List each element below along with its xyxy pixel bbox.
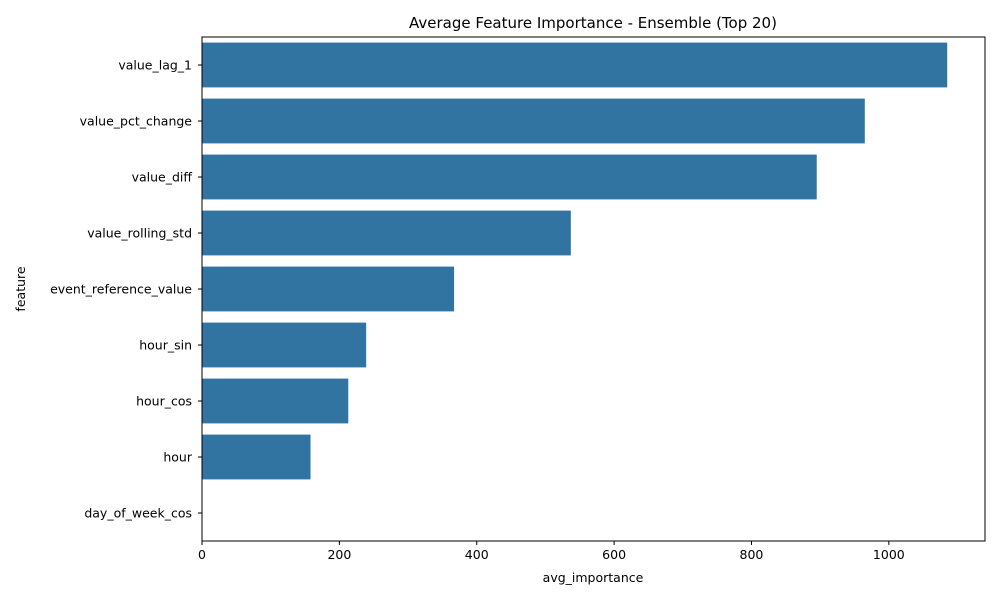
chart-title: Average Feature Importance - Ensemble (T… <box>409 14 777 32</box>
y-tick-label: event_reference_value <box>50 282 192 297</box>
x-tick-label: 200 <box>327 547 351 562</box>
bar-event-reference-value <box>202 266 455 312</box>
x-tick-label: 800 <box>740 547 764 562</box>
bar-hour-cos <box>202 378 349 424</box>
y-axis-ticks: value_lag_1 value_pct_change value_diffval… <box>50 58 202 521</box>
bar-value-rolling-std <box>202 210 571 256</box>
x-axis-label: avg_importance <box>543 570 644 585</box>
y-tick-label: hour_cos <box>136 394 192 409</box>
bar-value-pct-change <box>202 98 865 144</box>
y-tick-label: value_lag_1 <box>118 58 192 73</box>
y-tick-label: hour_sin <box>139 338 192 353</box>
y-tick-label: value_diff <box>132 170 193 185</box>
y-tick-label: value_rolling_std <box>87 226 192 241</box>
x-tick-label: 0 <box>198 547 206 562</box>
x-tick-label: 1000 <box>873 547 905 562</box>
x-tick-label: 600 <box>602 547 626 562</box>
bars-layer <box>202 42 948 480</box>
y-tick-label: value_pct_change <box>80 114 193 129</box>
y-tick-label: hour <box>163 450 192 465</box>
bar-value-lag-1 <box>202 42 948 88</box>
y-tick-label: day_of_week_cos <box>84 506 192 521</box>
bar-hour-sin <box>202 322 367 368</box>
bar-hour <box>202 434 311 480</box>
plot-frame <box>201 36 986 542</box>
bar-value-diff <box>202 154 817 200</box>
x-tick-label: 400 <box>465 547 489 562</box>
y-axis-label: feature <box>13 266 28 311</box>
x-axis-ticks: 0 200 400 600 800 1000 <box>198 541 905 562</box>
